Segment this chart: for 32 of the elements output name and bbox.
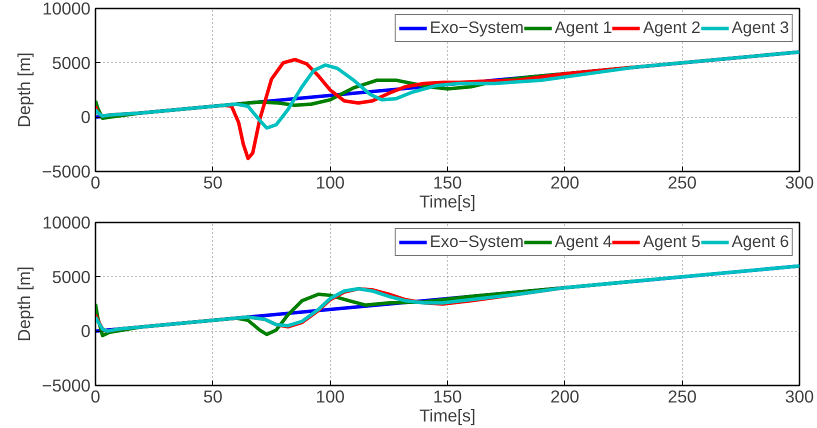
y-tick-label: 0	[80, 107, 91, 128]
y-tick-label: 10000	[42, 212, 90, 232]
x-axis-title: Time[s]	[419, 406, 476, 426]
x-tick-label: 50	[203, 172, 222, 192]
y-tick-label: 10000	[42, 0, 90, 18]
y-tick-label: 0	[80, 321, 91, 342]
y-tick-label: −5000	[42, 376, 91, 396]
x-tick-label: 100	[316, 386, 345, 406]
x-tick-label: 100	[316, 172, 345, 192]
x-tick-label: 50	[203, 386, 222, 406]
y-tick-label: 5000	[52, 266, 91, 287]
x-axis-title: Time[s]	[419, 192, 476, 212]
x-tick-label: 300	[785, 386, 814, 406]
legend-label: Agent 6	[732, 232, 789, 252]
legend-label: Exo−System	[430, 232, 524, 252]
x-tick-label: 200	[550, 172, 580, 192]
legend-label: Agent 1	[554, 18, 612, 38]
legend-label: Agent 2	[643, 18, 701, 38]
legend-label: Agent 5	[643, 232, 701, 252]
x-tick-label: 150	[433, 386, 462, 406]
legend-label: Exo−System	[430, 18, 524, 38]
x-tick-label: 300	[785, 172, 814, 192]
y-tick-label: 5000	[52, 52, 91, 73]
y-axis-title: Depth [m]	[14, 52, 34, 128]
x-tick-label: 150	[433, 172, 462, 192]
legend-label: Agent 3	[732, 18, 789, 38]
x-tick-label: 250	[668, 172, 697, 192]
y-axis-title: Depth [m]	[14, 266, 34, 342]
y-tick-label: −5000	[42, 162, 91, 182]
x-tick-label: 250	[668, 386, 697, 406]
legend-label: Agent 4	[554, 232, 612, 252]
x-tick-label: 200	[550, 386, 580, 406]
